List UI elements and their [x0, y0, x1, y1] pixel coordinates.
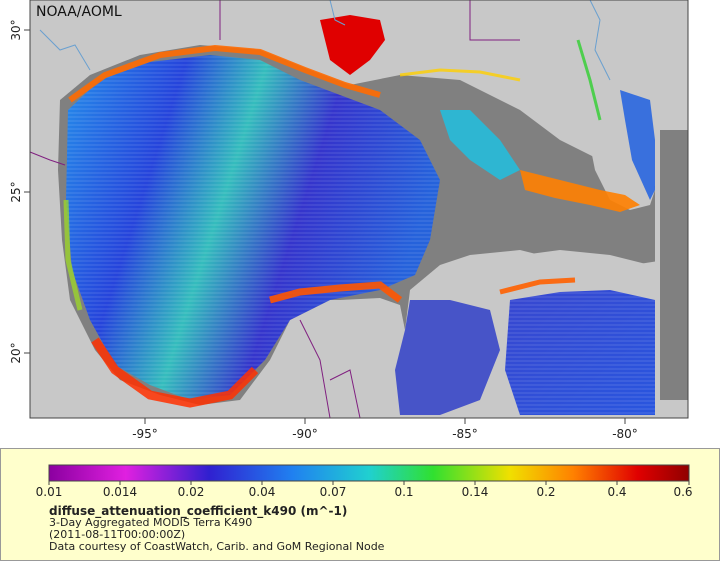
colorbar-tick-6: 0.14 — [461, 485, 489, 499]
florida-land — [520, 10, 655, 210]
dataset-date: (2011-08-11T00:00:00Z) — [49, 528, 186, 541]
coastal-west-band — [63, 199, 83, 311]
map-frame — [29, 0, 689, 419]
cuba-land — [450, 250, 660, 288]
atlantic-nodata — [660, 130, 688, 400]
colorbar-tick-2: 0.02 — [177, 485, 205, 499]
river-2 — [329, 0, 346, 26]
colorbar-tick-0: 0.01 — [35, 485, 63, 499]
map-figure: -95° -90° -85° -80° 30° 25° 20° — [9, 0, 689, 441]
dataset-subtitle: 3-Day Aggregated MODIS Terra K490 — [49, 516, 253, 529]
lon-tick-90: -90° — [292, 427, 318, 441]
florida-shelf — [520, 170, 640, 212]
gulf-data-stripes — [66, 55, 440, 400]
lat-tick-20: 20° — [9, 342, 23, 363]
colorbar-tick-7: 0.2 — [536, 485, 556, 499]
river-3 — [589, 0, 611, 81]
colorbar — [48, 464, 690, 485]
attribution-label: NOAA/AOML — [36, 4, 122, 20]
cuba-coastal-band — [499, 277, 576, 295]
map-border — [29, 0, 689, 419]
colorbar-tick-9: 0.6 — [673, 485, 693, 499]
colorbar-ramp — [48, 464, 690, 482]
variable-name: diffuse_attenuation_coefficient_k490 (m^… — [49, 504, 348, 518]
data-credit: Data courtesy of CoastWatch, Carib. and … — [49, 540, 385, 553]
state-border-2 — [469, 0, 520, 41]
lat-tick-25: 25° — [9, 181, 23, 202]
coastal-north-band — [68, 44, 381, 103]
florida-west-shelf — [440, 110, 520, 180]
colorbar-tick-8: 0.4 — [607, 485, 627, 499]
north-coast-strip — [399, 68, 521, 82]
mississippi-plume — [320, 15, 385, 75]
legend-panel: 0.01 0.014 0.02 0.04 0.07 0.1 0.14 0.2 0… — [0, 448, 720, 561]
florida-atlantic-coast — [576, 39, 602, 121]
lon-tick-80: -80° — [612, 427, 638, 441]
coastal-yucatan-band — [269, 281, 403, 304]
belize-border — [329, 369, 361, 419]
axes — [24, 29, 626, 424]
colorbar-tick-4: 0.07 — [319, 485, 347, 499]
guatemala-border — [299, 319, 331, 419]
lon-tick-85: -85° — [452, 427, 478, 441]
lat-tick-30: 30° — [9, 19, 23, 40]
atlantic-data — [620, 90, 660, 200]
yucatan-land — [280, 298, 405, 418]
river-1 — [39, 29, 91, 71]
caribbean-stripes — [505, 290, 658, 415]
coastal-campeche-band — [91, 337, 259, 408]
colorbar-tick-3: 0.04 — [248, 485, 276, 499]
colorbar-tick-5: 0.1 — [394, 485, 414, 499]
colorbar-tick-1: 0.014 — [102, 485, 138, 499]
us-mexico-border — [29, 151, 66, 166]
caribbean-west-data — [395, 300, 500, 415]
lon-tick-95: -95° — [132, 427, 158, 441]
